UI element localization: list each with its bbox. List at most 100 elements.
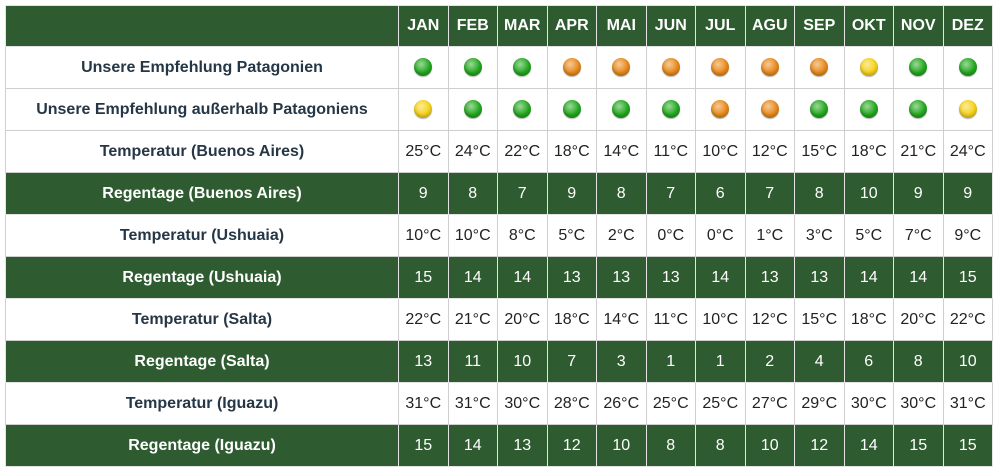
rating-dot	[958, 58, 977, 77]
value-cell: 8	[893, 340, 944, 383]
table-row: Regentage (Salta) 13 11 10 7 3 1 1 2 4 6 8 10	[5, 340, 993, 383]
month-header: JAN	[398, 5, 449, 47]
value-cell: 14	[447, 424, 498, 467]
value-cell: 12°C	[744, 130, 795, 173]
table-body: Unsere Empfehlung Patagonien Unsere Empfe…	[5, 46, 993, 467]
rating-dot	[711, 100, 730, 119]
rating-cell	[794, 88, 845, 131]
value-cell: 1	[645, 340, 696, 383]
value-cell: 9	[893, 172, 944, 215]
month-header: JUL	[695, 5, 746, 47]
rating-cell	[398, 46, 449, 89]
value-cell: 13	[744, 256, 795, 299]
rating-dot	[859, 100, 878, 119]
row-label: Temperatur (Ushuaia)	[5, 214, 399, 257]
value-cell: 31°C	[942, 382, 993, 425]
value-cell: 25°C	[398, 130, 449, 173]
value-cell: 26°C	[596, 382, 647, 425]
rating-dot	[513, 58, 532, 77]
value-cell: 1°C	[744, 214, 795, 257]
value-cell: 12	[794, 424, 845, 467]
rating-dot	[562, 58, 581, 77]
month-header: SEP	[794, 5, 845, 47]
value-cell: 13	[645, 256, 696, 299]
value-cell: 24°C	[942, 130, 993, 173]
row-label: Temperatur (Salta)	[5, 298, 399, 341]
rating-dot	[661, 58, 680, 77]
value-cell: 25°C	[645, 382, 696, 425]
value-cell: 11°C	[645, 298, 696, 341]
value-cell: 3	[596, 340, 647, 383]
value-cell: 18°C	[843, 130, 894, 173]
row-label: Regentage (Ushuaia)	[5, 256, 399, 299]
table-row: Temperatur (Buenos Aires) 25°C 24°C 22°C 18°…	[5, 130, 993, 173]
row-label: Regentage (Buenos Aires)	[5, 172, 399, 215]
rating-cell	[744, 46, 795, 89]
value-cell: 13	[497, 424, 548, 467]
value-cell: 6	[843, 340, 894, 383]
value-cell: 10	[596, 424, 647, 467]
value-cell: 27°C	[744, 382, 795, 425]
value-cell: 31°C	[447, 382, 498, 425]
value-cell: 5°C	[843, 214, 894, 257]
value-cell: 31°C	[398, 382, 449, 425]
rating-cell	[893, 88, 944, 131]
value-cell: 9°C	[942, 214, 993, 257]
table-row: Unsere Empfehlung Patagonien	[5, 46, 993, 89]
value-cell: 28°C	[546, 382, 597, 425]
header-row: JAN FEB MAR APR MAI JUN JUL AGU SEP OKT NOV DEZ	[5, 5, 993, 47]
value-cell: 12	[546, 424, 597, 467]
rating-dot	[513, 100, 532, 119]
row-label: Unsere Empfehlung außerhalb Patagoniens	[5, 88, 399, 131]
value-cell: 15	[942, 256, 993, 299]
table-row: Regentage (Buenos Aires) 9 8 7 9 8 7 6 7 8 10 9 9	[5, 172, 993, 215]
rating-cell	[546, 88, 597, 131]
month-header: MAI	[596, 5, 647, 47]
rating-dot	[909, 100, 928, 119]
month-header: JUN	[645, 5, 696, 47]
rating-cell	[645, 88, 696, 131]
rating-cell	[645, 46, 696, 89]
value-cell: 10°C	[695, 130, 746, 173]
value-cell: 22°C	[942, 298, 993, 341]
table-row: Temperatur (Iguazu) 31°C 31°C 30°C 28°C 26°C 2…	[5, 382, 993, 425]
rating-cell	[447, 46, 498, 89]
value-cell: 8°C	[497, 214, 548, 257]
rating-cell	[695, 46, 746, 89]
rating-cell	[843, 46, 894, 89]
rating-dot	[612, 100, 631, 119]
value-cell: 11°C	[645, 130, 696, 173]
value-cell: 2	[744, 340, 795, 383]
value-cell: 9	[942, 172, 993, 215]
month-header: OKT	[843, 5, 894, 47]
value-cell: 8	[447, 172, 498, 215]
value-cell: 13	[596, 256, 647, 299]
value-cell: 4	[794, 340, 845, 383]
value-cell: 10	[843, 172, 894, 215]
table-row: Temperatur (Salta) 22°C 21°C 20°C 18°C 14°C 11…	[5, 298, 993, 341]
value-cell: 13	[398, 340, 449, 383]
rating-cell	[744, 88, 795, 131]
rating-dot	[414, 58, 433, 77]
rating-cell	[942, 88, 993, 131]
table-row: Regentage (Ushuaia) 15 14 14 13 13 13 14 13 13 14 1…	[5, 256, 993, 299]
value-cell: 15°C	[794, 130, 845, 173]
rating-dot	[414, 100, 433, 119]
value-cell: 30°C	[497, 382, 548, 425]
row-label: Temperatur (Buenos Aires)	[5, 130, 399, 173]
table-row: Unsere Empfehlung außerhalb Patagoniens	[5, 88, 993, 131]
value-cell: 10°C	[447, 214, 498, 257]
value-cell: 21°C	[893, 130, 944, 173]
rating-dot	[810, 100, 829, 119]
value-cell: 10°C	[695, 298, 746, 341]
month-header: MAR	[497, 5, 548, 47]
rating-dot	[760, 58, 779, 77]
value-cell: 6	[695, 172, 746, 215]
value-cell: 20°C	[893, 298, 944, 341]
value-cell: 7	[744, 172, 795, 215]
rating-dot	[859, 58, 878, 77]
row-label: Regentage (Iguazu)	[5, 424, 399, 467]
rating-dot	[562, 100, 581, 119]
value-cell: 14°C	[596, 130, 647, 173]
